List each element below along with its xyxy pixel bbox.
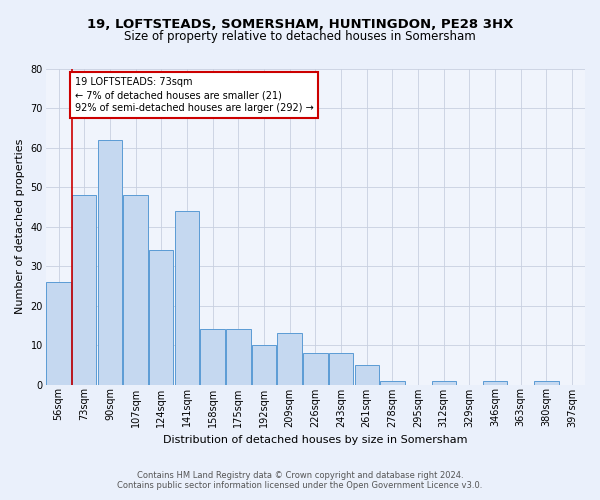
Bar	[431, 380, 456, 384]
Text: 19, LOFTSTEADS, SOMERSHAM, HUNTINGDON, PE28 3HX: 19, LOFTSTEADS, SOMERSHAM, HUNTINGDON, P…	[87, 18, 513, 30]
Bar	[226, 330, 251, 384]
Bar	[380, 380, 404, 384]
Bar	[303, 353, 328, 384]
Bar	[98, 140, 122, 384]
Text: Size of property relative to detached houses in Somersham: Size of property relative to detached ho…	[124, 30, 476, 43]
X-axis label: Distribution of detached houses by size in Somersham: Distribution of detached houses by size …	[163, 435, 467, 445]
Bar	[355, 365, 379, 384]
Text: Contains HM Land Registry data © Crown copyright and database right 2024.: Contains HM Land Registry data © Crown c…	[137, 471, 463, 480]
Y-axis label: Number of detached properties: Number of detached properties	[15, 139, 25, 314]
Bar	[46, 282, 71, 384]
Bar	[534, 380, 559, 384]
Bar	[483, 380, 508, 384]
Bar	[329, 353, 353, 384]
Bar	[175, 211, 199, 384]
Bar	[200, 330, 225, 384]
Bar	[124, 195, 148, 384]
Bar	[149, 250, 173, 384]
Bar	[72, 195, 97, 384]
Bar	[252, 345, 276, 385]
Bar	[277, 333, 302, 384]
Text: 19 LOFTSTEADS: 73sqm
← 7% of detached houses are smaller (21)
92% of semi-detach: 19 LOFTSTEADS: 73sqm ← 7% of detached ho…	[74, 77, 313, 114]
Text: Contains public sector information licensed under the Open Government Licence v3: Contains public sector information licen…	[118, 481, 482, 490]
